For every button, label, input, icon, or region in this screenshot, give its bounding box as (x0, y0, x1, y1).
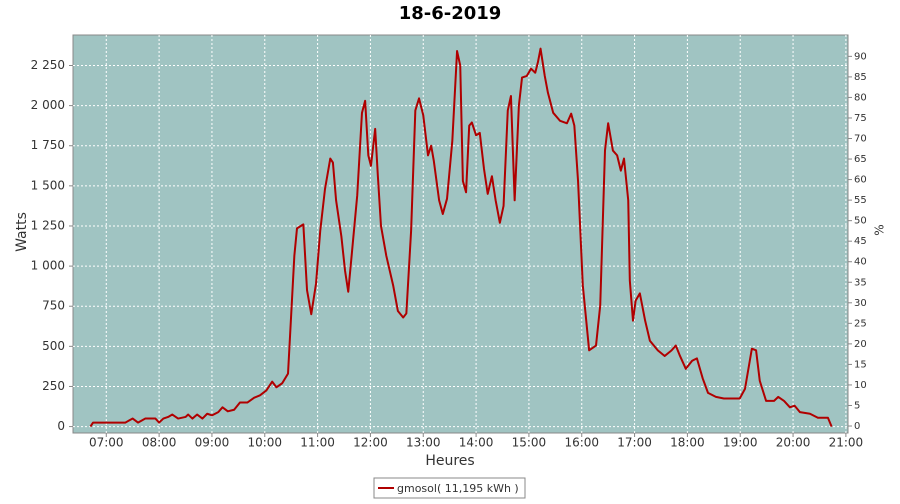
y2-tick-label: 15 (854, 359, 867, 370)
x-tick-label: 12:00 (353, 436, 388, 450)
x-tick-label: 16:00 (564, 436, 599, 450)
y2-tick-label: 85 (854, 72, 867, 83)
y2-tick-label: 80 (854, 92, 867, 103)
y-tick-label: 1 500 (31, 178, 65, 192)
legend (373, 477, 526, 499)
y-tick-label: 1 750 (31, 138, 65, 152)
x-tick-label: 09:00 (195, 436, 230, 450)
x-tick-label: 08:00 (142, 436, 177, 450)
y2-tick-label: 25 (854, 318, 867, 329)
y2-tick-label: 20 (854, 339, 867, 350)
y2-tick-label: 90 (854, 51, 867, 62)
y2-tick-label: 45 (854, 236, 867, 247)
y-tick-label: 750 (42, 299, 65, 313)
x-tick-label: 13:00 (406, 436, 441, 450)
x-tick-label: 19:00 (723, 436, 758, 450)
y2-tick-label: 75 (854, 113, 867, 124)
data-line (89, 47, 833, 428)
x-tick-label: 20:00 (776, 436, 811, 450)
x-tick-label: 21:00 (829, 436, 864, 450)
y2-tick-label: 50 (854, 216, 867, 227)
y2-axis-label: % (873, 224, 887, 235)
y-tick-label: 2 000 (31, 98, 65, 112)
x-tick-label: 18:00 (670, 436, 705, 450)
y-tick-label: 250 (42, 379, 65, 393)
chart-title: 18-6-2019 (399, 3, 502, 24)
x-axis-label: Heures (425, 453, 474, 469)
legend-label: gmosol( 11,195 kWh ) (397, 482, 519, 495)
x-tick-label: 15:00 (512, 436, 547, 450)
y-tick-label: 1 000 (31, 259, 65, 273)
y2-tick-label: 30 (854, 298, 867, 309)
y2-tick-label: 0 (854, 421, 860, 432)
x-tick-label: 14:00 (459, 436, 494, 450)
y2-tick-label: 65 (854, 154, 867, 165)
y-tick-label: 0 (57, 419, 65, 433)
x-tick-label: 11:00 (300, 436, 335, 450)
y-tick-label: 2 250 (31, 58, 65, 72)
y2-tick-label: 70 (854, 134, 867, 145)
y2-tick-label: 40 (854, 257, 867, 268)
x-tick-label: 17:00 (617, 436, 652, 450)
y2-tick-label: 55 (854, 195, 867, 206)
y2-tick-label: 60 (854, 175, 867, 186)
y2-tick-label: 10 (854, 380, 867, 391)
y2-tick-label: 5 (854, 400, 860, 411)
y-tick-label: 500 (42, 339, 65, 353)
x-tick-label: 10:00 (247, 436, 282, 450)
y-tick-label: 1 250 (31, 218, 65, 232)
y2-tick-label: 35 (854, 277, 867, 288)
x-tick-label: 07:00 (89, 436, 124, 450)
y-axis-label: Watts (14, 212, 30, 252)
